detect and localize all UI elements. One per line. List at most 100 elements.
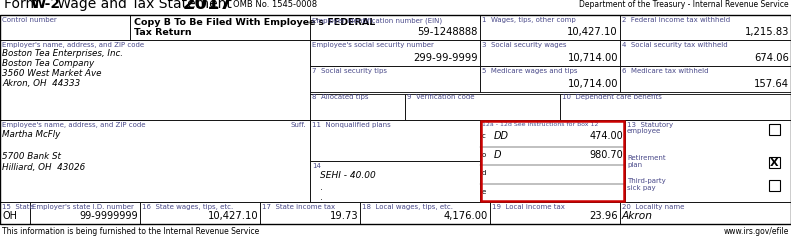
Text: 10,714.00: 10,714.00 [567, 79, 618, 89]
Text: Third-party: Third-party [627, 177, 666, 183]
Text: 18  Local wages, tips, etc.: 18 Local wages, tips, etc. [362, 203, 453, 209]
Bar [481, 122, 624, 201]
Text: 59-1248888: 59-1248888 [418, 27, 478, 37]
Text: 674.06: 674.06 [754, 53, 789, 63]
Bar [480, 120, 625, 202]
Text: 15  State: 15 State [2, 203, 34, 209]
Text: Employer's state I.D. number: Employer's state I.D. number [32, 203, 134, 209]
Text: Retirement: Retirement [627, 154, 665, 160]
Text: 8  Allocated tips: 8 Allocated tips [312, 94, 369, 100]
Bar [140, 202, 260, 224]
Text: W-2: W-2 [31, 0, 61, 12]
Text: 980.70: 980.70 [589, 149, 623, 159]
Text: 4,176.00: 4,176.00 [444, 210, 488, 220]
Bar [310, 161, 480, 202]
Bar [310, 16, 480, 41]
Text: 10,427.10: 10,427.10 [207, 210, 258, 220]
Bar [769, 180, 780, 191]
Text: Form: Form [4, 0, 44, 12]
Text: DD: DD [494, 131, 509, 141]
Text: 14: 14 [312, 162, 321, 168]
Bar [0, 16, 791, 224]
Bar [260, 202, 360, 224]
Text: 17  State income tax: 17 State income tax [262, 203, 335, 209]
Text: o: o [482, 151, 486, 157]
Text: Employee's name, address, and ZIP code: Employee's name, address, and ZIP code [2, 122, 146, 128]
Bar [130, 16, 310, 41]
Text: 23.96: 23.96 [589, 210, 618, 220]
Bar [0, 41, 310, 120]
Text: 10,714.00: 10,714.00 [567, 53, 618, 63]
Text: 9  Verification code: 9 Verification code [407, 94, 475, 100]
Bar [480, 16, 620, 41]
Text: 10  Dependent care benefits: 10 Dependent care benefits [562, 94, 662, 100]
Bar [310, 94, 405, 120]
Text: 10,427.10: 10,427.10 [567, 27, 618, 37]
Text: d: d [482, 170, 486, 175]
Bar [480, 41, 620, 67]
Text: OMB No. 1545-0008: OMB No. 1545-0008 [233, 0, 317, 9]
Bar [0, 0, 791, 16]
Text: D: D [494, 149, 501, 159]
Bar [0, 202, 30, 224]
Text: 1  Wages, tips, other comp: 1 Wages, tips, other comp [482, 17, 576, 23]
Text: Boston Tea Enterprises, Inc.: Boston Tea Enterprises, Inc. [2, 49, 123, 58]
Text: 474.00: 474.00 [589, 131, 623, 141]
Text: 4  Social security tax withheld: 4 Social security tax withheld [622, 42, 728, 48]
Text: Hilliard, OH  43026: Hilliard, OH 43026 [2, 162, 85, 171]
Bar [405, 94, 560, 120]
Text: www.irs.gov/efile: www.irs.gov/efile [724, 226, 789, 235]
Text: 16  State wages, tips, etc.: 16 State wages, tips, etc. [142, 203, 233, 209]
Text: 3  Social security wages: 3 Social security wages [482, 42, 566, 48]
Text: c: c [482, 133, 486, 139]
Text: plan: plan [627, 161, 642, 167]
Text: 7  Social security tips: 7 Social security tips [312, 68, 387, 74]
Bar [490, 202, 620, 224]
Text: Suff.: Suff. [290, 122, 306, 128]
Text: 1,215.83: 1,215.83 [744, 27, 789, 37]
Text: 299-99-9999: 299-99-9999 [414, 53, 478, 63]
Text: sick pay: sick pay [627, 184, 656, 190]
Bar [625, 120, 791, 202]
Text: Employee's social security number: Employee's social security number [312, 42, 434, 48]
Text: 5700 Bank St: 5700 Bank St [2, 152, 61, 160]
Text: X: X [770, 158, 779, 168]
Text: Martha McFly: Martha McFly [2, 130, 60, 138]
Text: 99-9999999: 99-9999999 [79, 210, 138, 220]
Text: Wage and Tax Statement: Wage and Tax Statement [53, 0, 237, 12]
Text: Employer identification number (EIN): Employer identification number (EIN) [312, 17, 442, 24]
Text: Control number: Control number [2, 17, 57, 23]
Bar [620, 67, 791, 93]
Bar [310, 41, 480, 67]
Text: 13  Statutory: 13 Statutory [627, 122, 673, 128]
Text: 2  Federal income tax withheld: 2 Federal income tax withheld [622, 17, 730, 23]
Text: Akron: Akron [622, 210, 653, 220]
Text: Employer's name, address, and ZIP code: Employer's name, address, and ZIP code [2, 42, 144, 48]
Bar [769, 157, 780, 168]
Text: Akron, OH  44333: Akron, OH 44333 [2, 79, 80, 88]
Text: 20  Locality name: 20 Locality name [622, 203, 684, 209]
Bar [560, 94, 791, 120]
Text: 6  Medicare tax withheld: 6 Medicare tax withheld [622, 68, 709, 74]
Bar [620, 41, 791, 67]
Bar [0, 16, 130, 41]
Text: .: . [320, 182, 323, 191]
Bar [310, 67, 480, 93]
Bar [620, 16, 791, 41]
Text: 3560 West Market Ave: 3560 West Market Ave [2, 69, 101, 78]
Bar [480, 67, 620, 93]
Text: 19.73: 19.73 [329, 210, 358, 220]
Text: 157.64: 157.64 [754, 79, 789, 89]
Text: e: e [482, 188, 486, 194]
Text: 19  Local income tax: 19 Local income tax [492, 203, 565, 209]
Text: .: . [320, 192, 323, 201]
Text: Tax Return: Tax Return [134, 28, 191, 37]
Text: This information is being furnished to the Internal Revenue Service: This information is being furnished to t… [2, 226, 259, 235]
Bar [30, 202, 140, 224]
Text: 12a - 12d See instructions for box 12: 12a - 12d See instructions for box 12 [482, 122, 598, 126]
Text: Boston Tea Company: Boston Tea Company [2, 59, 94, 68]
Text: 5  Medicare wages and tips: 5 Medicare wages and tips [482, 68, 577, 74]
Text: 2017: 2017 [183, 0, 233, 14]
Text: employee: employee [627, 128, 661, 134]
Text: SEHI - 40.00: SEHI - 40.00 [320, 170, 376, 179]
